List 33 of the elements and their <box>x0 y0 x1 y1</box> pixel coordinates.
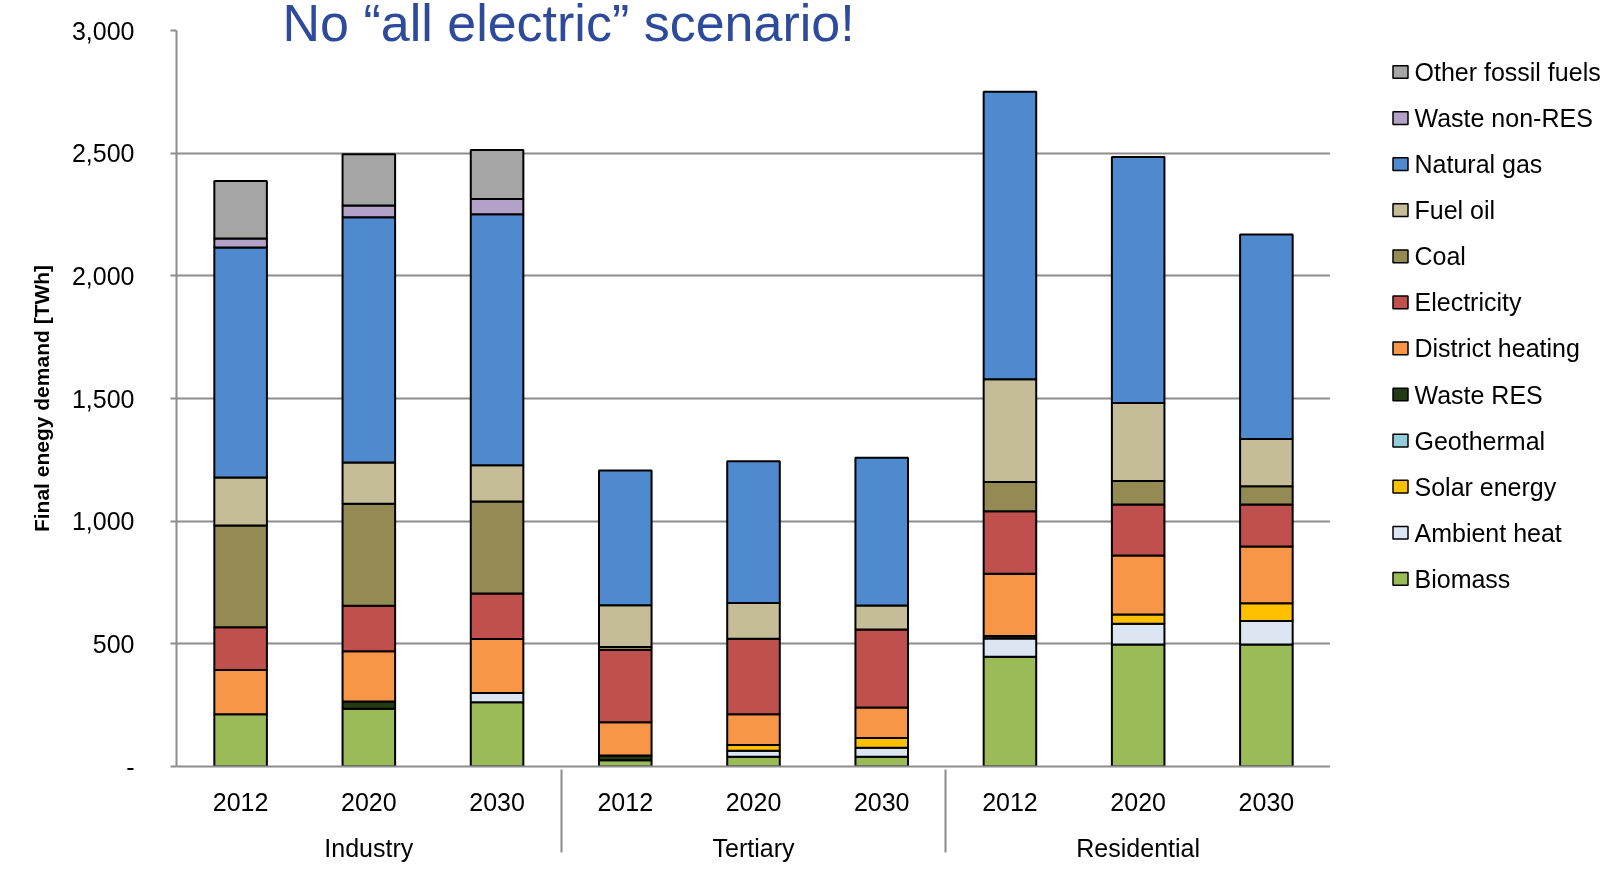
y-tick-label: 2,000 <box>71 261 135 290</box>
y-tick-label: 1,000 <box>71 507 135 536</box>
y-tick-label: 3,000 <box>71 16 135 45</box>
x-tick-label: 2030 <box>853 787 910 816</box>
text: Residential <box>1076 833 1201 862</box>
legend-label: Solar energy <box>1414 472 1557 501</box>
legend-label: Fuel oil <box>1414 196 1496 225</box>
x-tick-label: 2012 <box>212 787 269 816</box>
legend-label: Waste non-RES <box>1414 104 1593 133</box>
legend-label: Geothermal <box>1414 426 1546 455</box>
chart-title: No “all electric” scenario! <box>282 0 855 52</box>
y-tick-label: 1,500 <box>71 384 135 413</box>
legend-label: Biomass <box>1414 564 1511 593</box>
y-tick-label: 2,500 <box>71 139 135 168</box>
y-tick-label: - <box>126 752 135 781</box>
y-axis-title: Final enegy demand [TWh] <box>29 264 53 533</box>
x-tick-label: 2020 <box>725 787 782 816</box>
legend-label: Ambient heat <box>1414 518 1562 547</box>
x-tick-label: 2030 <box>1238 787 1295 816</box>
x-tick-label: 2030 <box>469 787 525 816</box>
x-tick-label: 2020 <box>341 787 397 816</box>
legend-label: Waste RES <box>1414 380 1543 409</box>
legend-label: Coal <box>1414 242 1466 271</box>
y-tick-label: 500 <box>92 629 135 658</box>
legend-label: Natural gas <box>1414 150 1543 179</box>
x-tick-label: 2020 <box>1110 787 1166 816</box>
x-tick-label: 2012 <box>597 787 654 816</box>
text: Industry <box>324 833 414 862</box>
text: Tertiary <box>712 833 795 862</box>
legend-label: Other fossil fuels <box>1414 58 1601 86</box>
legend-label: Electricity <box>1414 288 1522 317</box>
legend-label: District heating <box>1414 334 1580 363</box>
x-tick-label: 2012 <box>982 787 1038 816</box>
